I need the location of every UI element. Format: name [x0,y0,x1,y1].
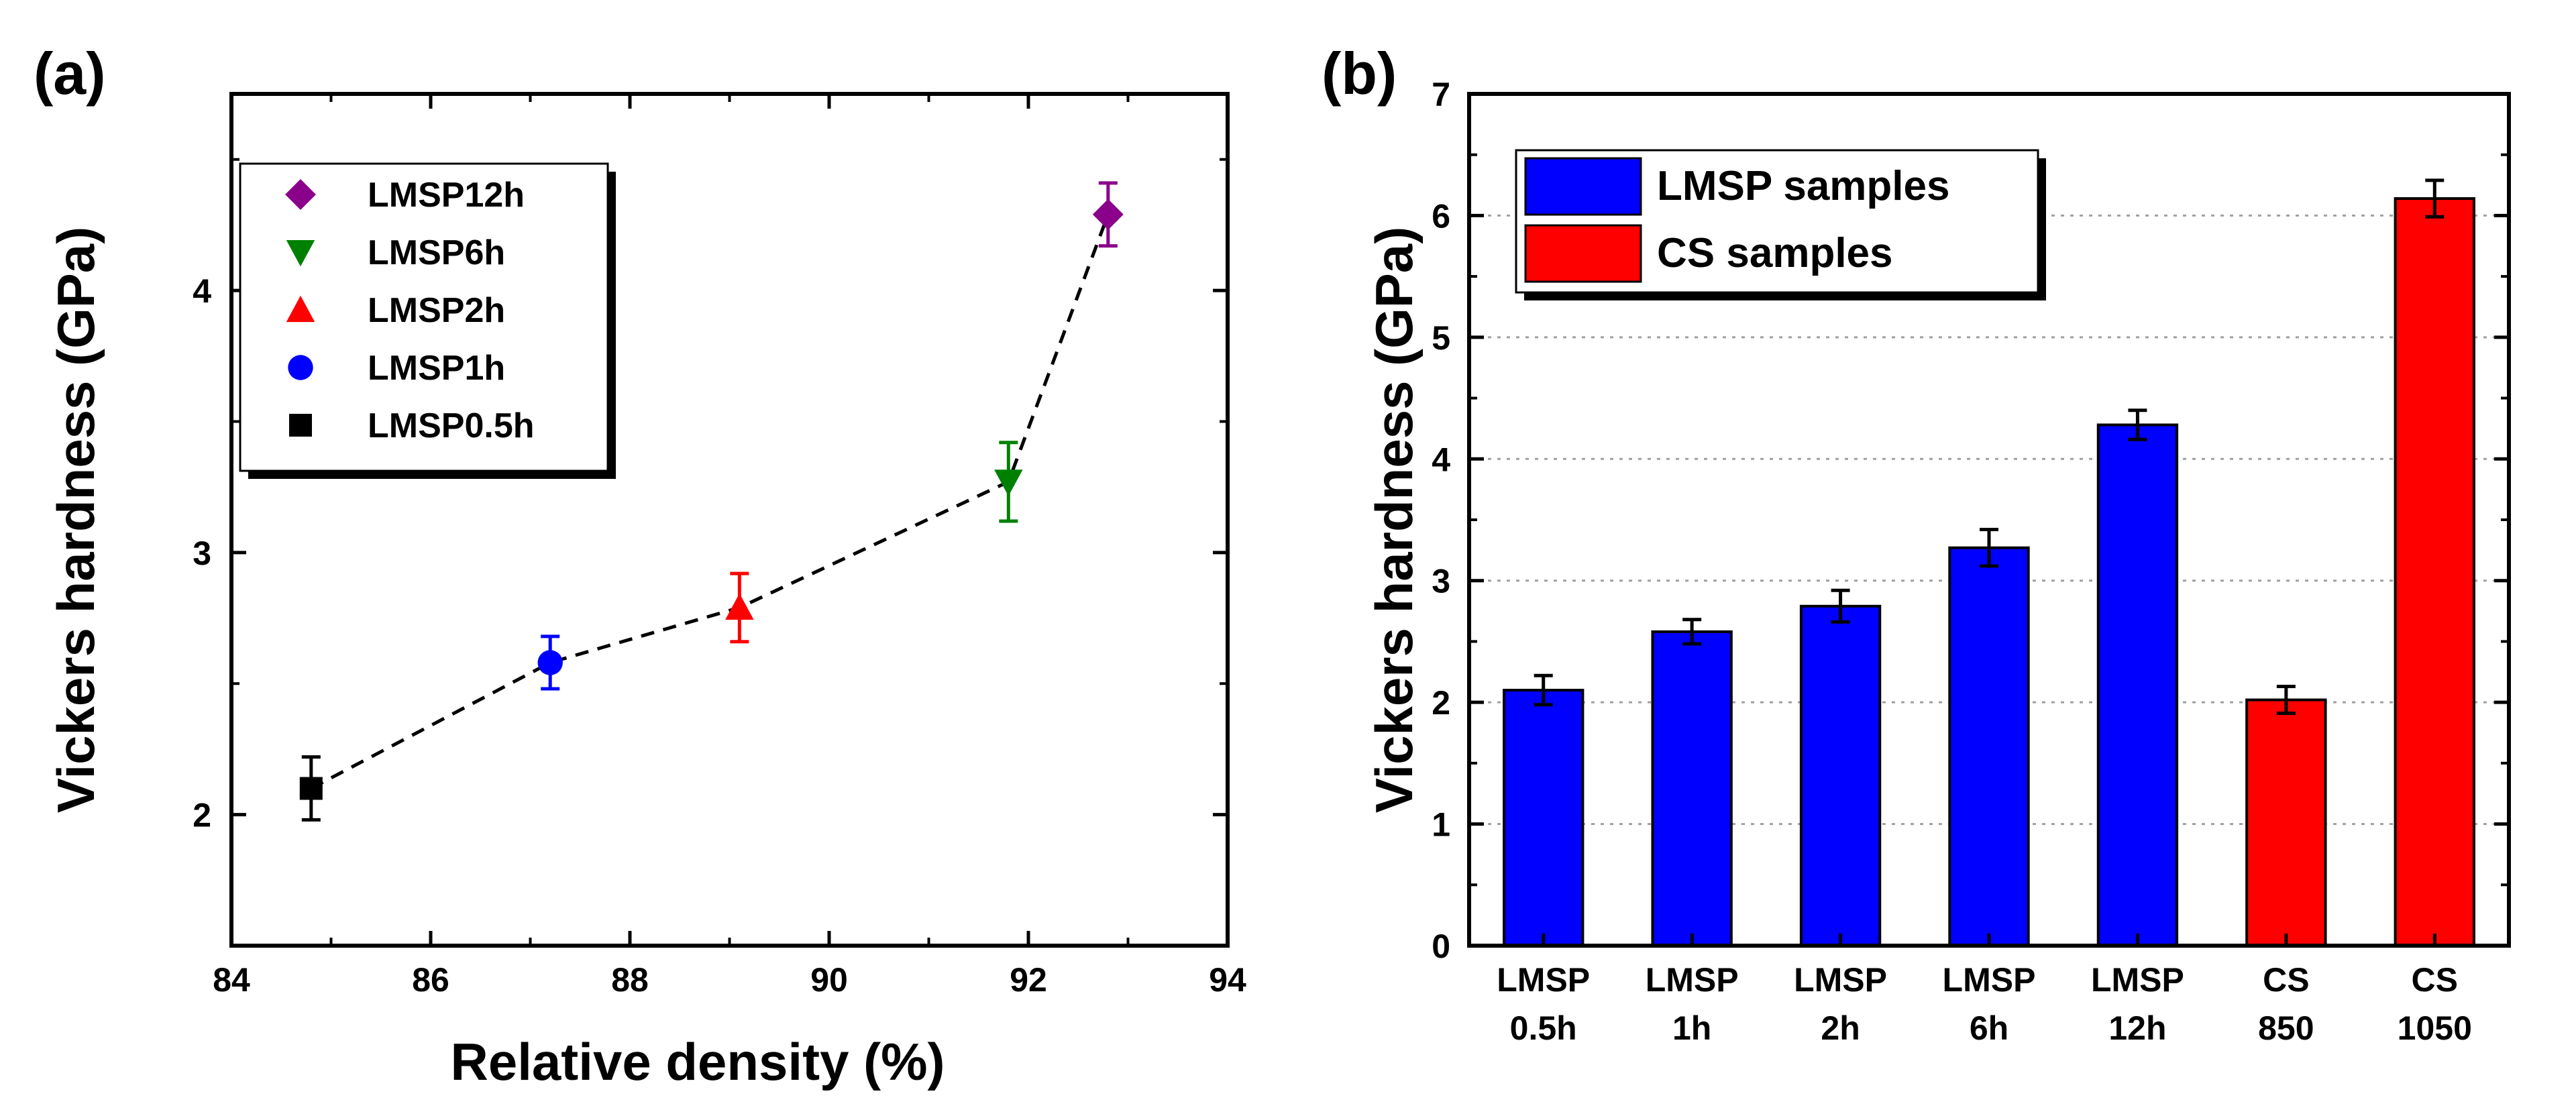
y-tick-label: 3 [193,535,211,572]
bar-lmsp-12h [2096,408,2179,947]
x-tick-label-line1: LMSP [1646,961,1739,999]
x-tick-label-line1: CS [2412,961,2458,999]
panel-a-legend: LMSP12h LMSP6h LMSP2h LMSP1h LMSP0.5h [239,162,616,479]
legend-marker-triangle-down [286,239,315,267]
x-tick-label: 90 [810,961,848,999]
data-point-lmsp0.5h [299,755,323,822]
legend-label: CS samples [1657,230,1893,276]
marker-circle [537,650,563,675]
x-tick-label-line1: LMSP [1943,961,2036,999]
x-tick-label-line2: 6h [1970,1009,2008,1047]
x-tick-label-line2: 0.5h [1510,1009,1577,1047]
x-tick-label: 86 [412,961,449,999]
marker-diamond [1092,199,1124,230]
y-tick-label: 0 [1432,928,1450,965]
x-tick-label: 88 [611,961,649,999]
bar-rect [1503,689,1585,947]
bar-rect [2245,698,2327,947]
bar-rect [1799,604,1882,947]
y-tick-label: 3 [1432,563,1450,600]
legend-item-lmsp1h: LMSP1h [288,349,505,388]
x-tick-label-line1: LMSP [1794,961,1887,999]
bar-lmsp-6h [1948,528,2030,947]
panel-a-ticks: 84 86 88 90 92 94 2 3 4 [193,94,1246,999]
bar-rect [2096,423,2179,947]
panel-b-bar-chart: 0 1 2 3 4 5 6 7 LMSP 0.5h LMSP 1h LMSP 2h LMSP 6h LMSP 12… [1364,76,2511,1047]
legend-label: LMSP samples [1657,163,1949,209]
x-tick-label-line1: LMSP [1497,961,1590,999]
legend-marker-triangle-up [286,295,315,323]
y-tick-label: 7 [1432,76,1450,113]
legend-label: LMSP0.5h [368,406,535,445]
legend-item-lmsp-samples: LMSP samples [1524,157,1949,216]
x-tick-label-line2: 850 [2258,1009,2314,1047]
panel-b-legend: LMSP samples CS samples [1515,149,2046,300]
x-tick-label: 94 [1209,961,1246,999]
legend-label: LMSP6h [368,233,505,272]
legend-item-cs-samples: CS samples [1524,224,1893,283]
bar-rect [2394,197,2475,947]
panel-a-y-axis-title: Vickers hardness (GPa) [46,227,105,813]
x-tick-label-line2: 2h [1821,1009,1860,1047]
y-tick-label: 4 [193,272,211,310]
y-tick-label: 4 [1432,441,1450,478]
y-tick-label: 1 [1432,806,1450,844]
legend-marker-diamond [285,179,316,210]
y-tick-label: 2 [193,797,211,834]
x-tick-label-line1: LMSP [2091,961,2184,999]
legend-item-lmsp0.5h: LMSP0.5h [289,406,535,445]
bar-lmsp-2h [1799,588,1882,947]
legend-label: LMSP12h [368,176,525,215]
y-tick-label: 6 [1432,197,1450,235]
panel-a-x-axis-title: Relative density (%) [451,1032,945,1091]
data-point-lmsp2h [725,571,754,644]
y-tick-label: 5 [1432,319,1450,357]
marker-triangle-down [994,469,1023,496]
legend-label: LMSP2h [368,291,505,330]
legend-swatch [1524,157,1642,216]
marker-square [299,777,323,800]
panel-b-bars [1503,178,2475,948]
bar-lmsp-1h [1651,618,1733,948]
bar-cs-850 [2245,685,2327,947]
x-tick-label-line1: CS [2263,961,2309,999]
bar-rect [1948,546,2030,947]
panel-a-scatter-chart: 84 86 88 90 92 94 2 3 4 Relative density (%) Vic… [46,92,1246,1091]
legend-marker-circle [288,355,313,380]
panel-b-label: (b) [1322,40,1397,107]
legend-label: LMSP1h [368,349,505,388]
bar-rect [1651,630,1733,948]
legend-marker-square [289,414,312,437]
bar-cs-1050 [2394,178,2475,947]
panel-b-ticks: 0 1 2 3 4 5 6 7 LMSP 0.5h LMSP 1h LMSP 2h LMSP 6h LMSP 12… [1432,76,2509,1047]
legend-item-lmsp2h: LMSP2h [286,291,505,330]
x-tick-label-line2: 1h [1672,1009,1711,1047]
legend-item-lmsp6h: LMSP6h [286,233,505,272]
x-tick-label-line2: 1050 [2398,1009,2472,1047]
x-tick-label: 92 [1010,961,1047,999]
marker-triangle-up [725,593,754,620]
x-tick-label: 84 [213,961,250,999]
data-point-lmsp12h [1092,181,1124,248]
data-point-lmsp6h [994,441,1023,523]
y-tick-label: 2 [1432,684,1450,722]
panel-a-label: (a) [34,40,106,107]
bar-lmsp-0.5h [1503,673,1585,947]
legend-item-lmsp12h: LMSP12h [285,176,525,215]
x-tick-label-line2: 12h [2108,1009,2166,1047]
data-point-lmsp1h [537,634,563,691]
panel-a-points [299,181,1124,822]
legend-swatch [1524,224,1642,283]
panel-b-y-axis-title: Vickers hardness (GPa) [1364,227,1424,813]
